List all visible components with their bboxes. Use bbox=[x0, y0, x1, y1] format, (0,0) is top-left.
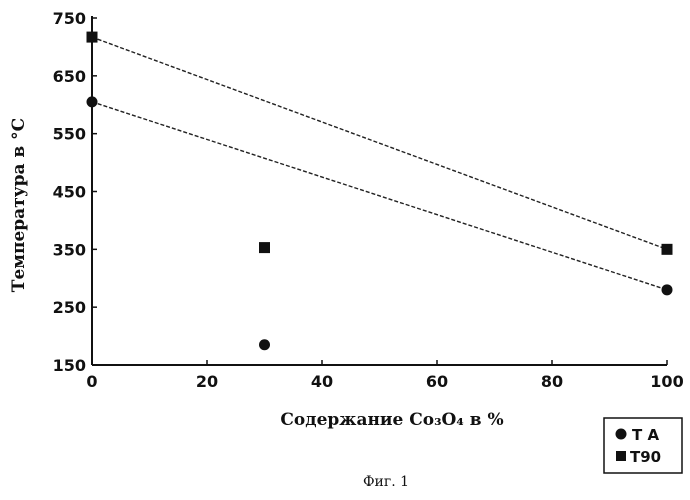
legend-marker-ta bbox=[616, 429, 627, 440]
figure-caption: Фиг. 1 bbox=[363, 474, 409, 490]
data-points bbox=[87, 32, 673, 351]
y-tick-label: 550 bbox=[53, 125, 86, 144]
x-tick-label: 80 bbox=[541, 372, 563, 391]
ticks: 150 250 350 450 550 650 750 0 20 40 60 80 100 bbox=[53, 9, 684, 391]
y-tick-label: 750 bbox=[53, 9, 86, 28]
x-tick-label: 40 bbox=[311, 372, 333, 391]
legend-label-ta: T A bbox=[632, 426, 659, 444]
x-tick-label: 20 bbox=[196, 372, 218, 391]
y-tick-label: 250 bbox=[53, 298, 86, 317]
data-point-t90 bbox=[662, 244, 673, 255]
data-point-ta bbox=[87, 96, 98, 107]
data-point-ta bbox=[662, 284, 673, 295]
x-tick-label: 60 bbox=[426, 372, 448, 391]
x-axis-title: Содержание Co₃O₄ в % bbox=[280, 410, 503, 430]
x-tick-label: 100 bbox=[650, 372, 683, 391]
trendline-t90 bbox=[92, 37, 667, 249]
y-tick-label: 450 bbox=[53, 183, 86, 202]
trendline-ta bbox=[92, 102, 667, 290]
y-axis-title: Температура в °С bbox=[9, 118, 29, 292]
y-tick-label: 350 bbox=[53, 240, 86, 259]
data-point-t90 bbox=[87, 32, 98, 43]
trendlines bbox=[92, 37, 667, 290]
legend: T A T90 bbox=[604, 418, 682, 473]
x-tick-label: 0 bbox=[86, 372, 97, 391]
y-tick-label: 150 bbox=[53, 356, 86, 375]
data-point-ta bbox=[259, 339, 270, 350]
legend-marker-t90 bbox=[616, 451, 626, 461]
data-point-t90 bbox=[259, 242, 270, 253]
y-tick-label: 650 bbox=[53, 67, 86, 86]
legend-label-t90: T90 bbox=[630, 448, 661, 466]
